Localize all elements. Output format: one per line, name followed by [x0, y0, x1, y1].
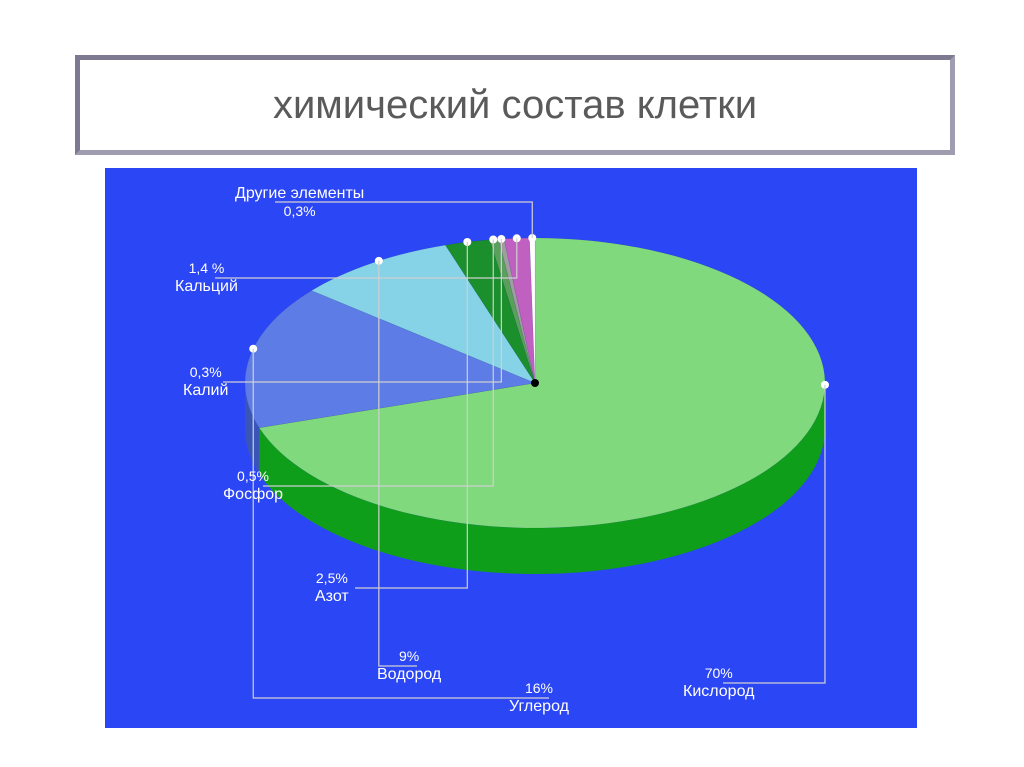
pie-center [531, 379, 539, 387]
slice-name: Азот [315, 588, 349, 605]
slice-label-Фосфор: 0,5%Фосфор [223, 468, 283, 504]
slice-label-Водород: 9%Водород [377, 648, 441, 684]
title-box: химический состав клетки [75, 55, 955, 155]
slice-pct: 0,5% [223, 468, 283, 485]
slice-name: Фосфор [223, 486, 283, 503]
slice-name: Кислород [683, 683, 754, 700]
slice-name: Кальций [175, 278, 238, 295]
slide: химический состав клетки 70%Кислород 16%У… [0, 0, 1024, 767]
slice-pct: 2,5% [315, 570, 349, 587]
slice-name: Углерод [509, 698, 569, 715]
slice-label-Углерод: 16%Углерод [509, 680, 569, 716]
slice-label-Азот: 2,5%Азот [315, 570, 349, 606]
slice-name: Калий [183, 382, 228, 399]
slice-label-Калий: 0,3%Калий [183, 364, 228, 400]
slice-pct: 16% [509, 680, 569, 697]
slice-name: Водород [377, 666, 441, 683]
slice-pct: 9% [377, 648, 441, 665]
slice-label-Кислород: 70%Кислород [683, 665, 754, 701]
slide-title: химический состав клетки [273, 83, 757, 128]
slice-label-Другие элементы: Другие элементы0,3% [235, 184, 364, 220]
slice-pct: 1,4 % [175, 260, 238, 277]
slice-pct: 70% [683, 665, 754, 682]
slice-pct: 0,3% [183, 364, 228, 381]
slice-label-Кальций: 1,4 %Кальций [175, 260, 238, 296]
pie-chart: 70%Кислород 16%Углерод 9%Водород 2,5%Азот 0,… [105, 168, 917, 728]
slice-name: Другие элементы [235, 185, 364, 202]
pie-chart-svg [105, 168, 917, 728]
slice-pct: 0,3% [235, 203, 364, 220]
